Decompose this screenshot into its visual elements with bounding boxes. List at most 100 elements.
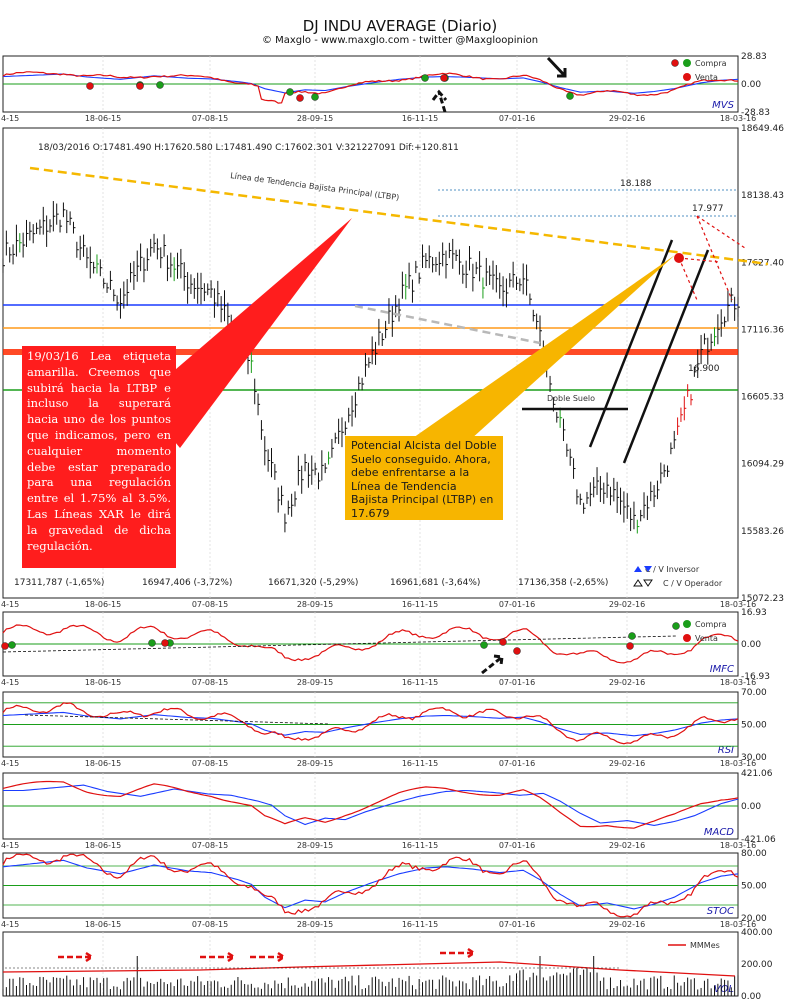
projection-arrow bbox=[696, 215, 746, 249]
mvs-panel-date-label: 18-06-15 bbox=[85, 114, 121, 123]
macd-panel: 4-15 18-06-15 07-08-15 28-09-15 16-11-15 07-0… bbox=[1, 769, 776, 850]
imfc-panel-date-label: 29-02-16 bbox=[609, 678, 645, 687]
mvs-sell-dot bbox=[136, 82, 144, 90]
cv-inversor-up-icon bbox=[634, 566, 642, 572]
mvs-buy-dot bbox=[311, 93, 319, 101]
imfc-sell-dot bbox=[626, 642, 634, 650]
stoc-panel-date-label: 4-15 bbox=[1, 920, 19, 929]
vol-panel-frame bbox=[2, 931, 739, 997]
mvs-panel-tick-label: -28.83 bbox=[741, 108, 770, 118]
doble-suelo-label: Doble Suelo bbox=[547, 394, 595, 403]
mvs-sell-dot bbox=[671, 59, 679, 67]
rsi-panel-date-label: 4-15 bbox=[1, 759, 19, 768]
price-panel-tick-label: 17627.40 bbox=[741, 258, 784, 268]
rsi-panel-date-label: 18-03-16 bbox=[720, 759, 756, 768]
note-orange: Potencial Alcista del Doble Suelo conseg… bbox=[345, 436, 503, 520]
mvs-arrow-2 bbox=[431, 89, 448, 113]
imfc-arrow bbox=[481, 654, 504, 675]
rsi-panel-main-line bbox=[2, 702, 739, 745]
imfc-buy-dot bbox=[672, 622, 680, 630]
rsi-panel: 4-15 18-06-15 07-08-15 28-09-15 16-11-15 07-0… bbox=[1, 688, 767, 768]
cv-operador-up-icon bbox=[633, 579, 643, 587]
rsi-panel-date-label: 16-11-15 bbox=[402, 759, 438, 768]
stoc-panel-date-label: 18-03-16 bbox=[720, 920, 756, 929]
rsi-panel-date-label: 07-01-16 bbox=[499, 759, 535, 768]
stoc-panel: 4-15 18-06-15 07-08-15 28-09-15 16-11-15 07-0… bbox=[1, 849, 767, 929]
price-panel-tick-label: 16605.33 bbox=[741, 393, 784, 403]
volume-red-arrow bbox=[58, 951, 95, 963]
mvs-panel-date-label: 07-08-15 bbox=[192, 114, 228, 123]
volume-red-arrow bbox=[440, 947, 477, 959]
rsi-panel-date-label: 07-08-15 bbox=[192, 759, 228, 768]
imfc-buy-dot bbox=[480, 641, 488, 649]
macd-panel-date-label: 07-08-15 bbox=[192, 841, 228, 850]
macd-panel-date-label: 18-06-15 bbox=[85, 841, 121, 850]
price-panel-date-label: 4-15 bbox=[1, 600, 19, 609]
imfc-panel-date-label: 07-01-16 bbox=[499, 678, 535, 687]
level-label-16900: 16.900 bbox=[688, 364, 720, 374]
mvs-buy-dot bbox=[156, 81, 164, 89]
stoc-panel-indicator-label: STOC bbox=[707, 906, 734, 917]
rsi-trendline bbox=[24, 714, 331, 725]
macd-panel-date-label: 16-11-15 bbox=[402, 841, 438, 850]
imfc-legend-sell-dot bbox=[683, 634, 691, 642]
chart-title: DJ INDU AVERAGE (Diario) bbox=[303, 17, 498, 35]
mvs-sell-dot bbox=[86, 82, 94, 90]
note-orange-pointer bbox=[410, 255, 675, 440]
mvs-panel-indicator-label: MVS bbox=[712, 100, 734, 111]
mvs-panel-date-label: 18-03-16 bbox=[720, 114, 756, 123]
imfc-sell-dot bbox=[499, 638, 507, 646]
bottom-value-4: 17136,358 (-2,65%) bbox=[518, 578, 608, 588]
stoc-panel-tick-label: 50.00 bbox=[741, 882, 767, 892]
stoc-panel-date-label: 07-08-15 bbox=[192, 920, 228, 929]
mvs-panel-tick-label: 28.83 bbox=[741, 52, 767, 62]
mvs-panel: 4-15 18-06-15 07-08-15 28-09-15 16-11-15 07-0… bbox=[1, 52, 770, 123]
price-panel-tick-label: 15583.26 bbox=[741, 527, 784, 537]
stoc-panel-main-line bbox=[2, 853, 739, 918]
imfc-panel-date-label: 18-06-15 bbox=[85, 678, 121, 687]
price-panel-date-label: 07-08-15 bbox=[192, 600, 228, 609]
mvs-panel-date-label: 28-09-15 bbox=[297, 114, 333, 123]
note-red-pointer bbox=[140, 218, 352, 448]
imfc-panel-main-line bbox=[2, 624, 739, 664]
imfc-trendline bbox=[2, 635, 677, 653]
rsi-panel-tick-label: 50.00 bbox=[741, 721, 767, 731]
target-label-2: 17.977 bbox=[692, 204, 724, 214]
ohlc-readout: 18/03/2016 O:17481.490 H:17620.580 L:174… bbox=[38, 143, 459, 153]
rsi-panel-tick-label: 70.00 bbox=[741, 688, 767, 698]
macd-panel-date-label: 18-03-16 bbox=[720, 841, 756, 850]
price-panel-tick-label: 15072.23 bbox=[741, 594, 784, 604]
price-panel-tick-label: 17116.36 bbox=[741, 325, 784, 335]
imfc-sell-dot bbox=[161, 639, 169, 647]
mvs-panel-signal-line bbox=[2, 73, 739, 94]
volume-avg-line bbox=[2, 961, 736, 977]
imfc-panel-date-label: 18-03-16 bbox=[720, 678, 756, 687]
note-red: 19/03/16 Lea etiqueta amarilla. Creemos … bbox=[22, 346, 176, 568]
imfc-legend-buy: Compra bbox=[695, 620, 727, 629]
rsi-panel-date-label: 18-06-15 bbox=[85, 759, 121, 768]
stoc-panel-date-label: 16-11-15 bbox=[402, 920, 438, 929]
price-panel-date-label: 16-11-15 bbox=[402, 600, 438, 609]
stoc-panel-date-label: 29-02-16 bbox=[609, 920, 645, 929]
macd-panel-tick-label: -421.06 bbox=[741, 835, 776, 845]
imfc-buy-dot bbox=[8, 641, 16, 649]
macd-panel-date-label: 07-01-16 bbox=[499, 841, 535, 850]
mvs-panel-date-label: 07-01-16 bbox=[499, 114, 535, 123]
imfc-panel-tick-label: -16.93 bbox=[741, 672, 770, 682]
bottom-value-3: 16961,681 (-3,64%) bbox=[390, 578, 480, 588]
vol-panel-tick-label: 0.00 bbox=[741, 992, 761, 999]
price-panel-tick-label: 18138.43 bbox=[741, 191, 784, 201]
macd-panel-main-line bbox=[2, 780, 739, 829]
price-panel-date-label: 07-01-16 bbox=[499, 600, 535, 609]
stoc-panel-tick-label: 80.00 bbox=[741, 849, 767, 859]
ltbp-line bbox=[29, 166, 769, 266]
mmmes-legend-label: MMMes bbox=[690, 941, 720, 950]
imfc-buy-dot bbox=[628, 632, 636, 640]
price-panel-date-label: 18-03-16 bbox=[720, 600, 756, 609]
mvs-legend-sell: Venta bbox=[695, 73, 718, 82]
price-panel-date-label: 28-09-15 bbox=[297, 600, 333, 609]
macd-panel-tick-label: 0.00 bbox=[741, 802, 761, 812]
imfc-panel: 4-15 18-06-15 07-08-15 28-09-15 16-11-15 07-0… bbox=[1, 608, 770, 687]
mvs-panel-date-label: 29-02-16 bbox=[609, 114, 645, 123]
mvs-legend-sell-dot bbox=[683, 73, 691, 81]
